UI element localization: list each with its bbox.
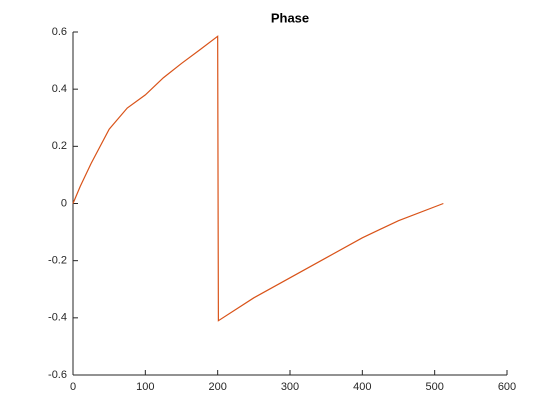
y-tick-label: 0.4: [52, 83, 67, 95]
y-tick-label: 0.2: [52, 140, 67, 152]
y-tick-label: -0.2: [48, 255, 67, 267]
x-tick-label: 0: [70, 381, 76, 393]
x-tick-label: 500: [425, 381, 443, 393]
x-tick-label: 400: [353, 381, 371, 393]
x-tick-label: 200: [208, 381, 226, 393]
y-tick-label: 0: [61, 197, 67, 209]
data-line: [72, 35, 444, 322]
x-tick-label: 600: [498, 381, 516, 393]
y-tick-label: -0.6: [48, 369, 67, 381]
y-tick-label: 0.6: [52, 26, 67, 38]
x-tick-label: 100: [136, 381, 154, 393]
y-tick-label: -0.4: [48, 312, 67, 324]
chart-title: Phase: [271, 10, 309, 25]
x-tick-label: 300: [281, 381, 299, 393]
